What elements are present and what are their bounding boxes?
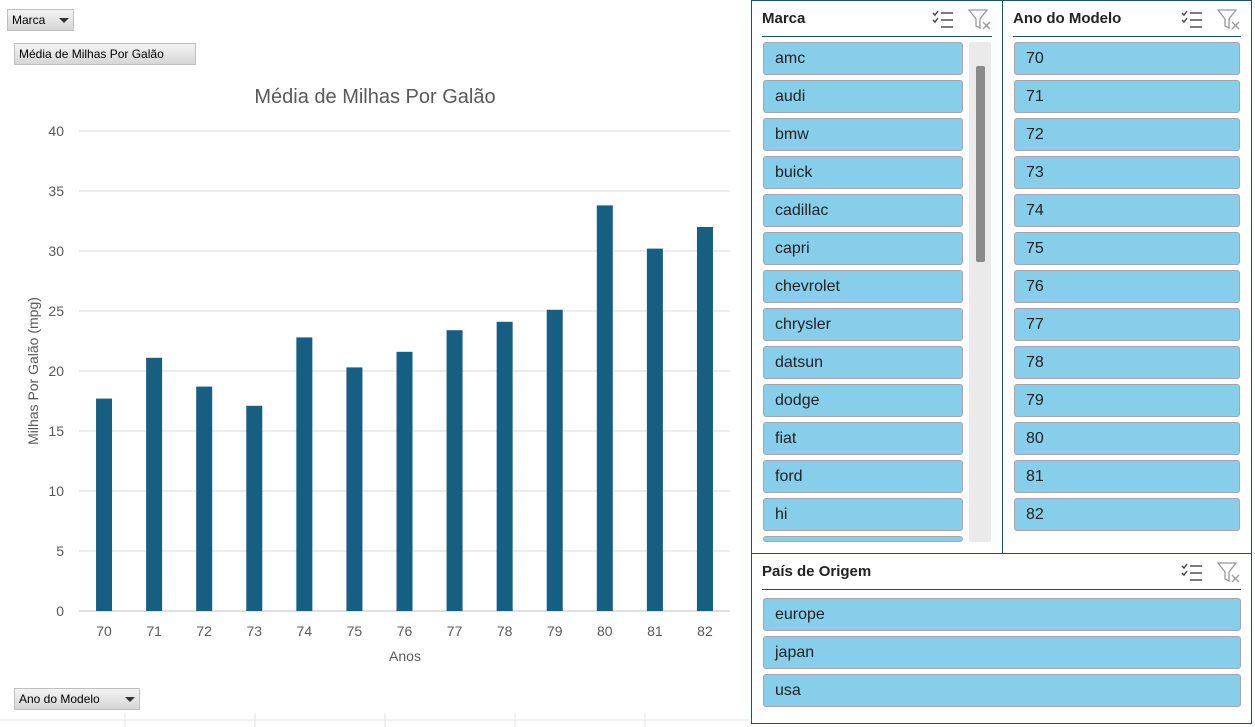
slicer-header: Marca — [762, 1, 992, 37]
slicer-item-79[interactable]: 79 — [1014, 384, 1240, 417]
slicer-item-hi[interactable]: hi — [763, 498, 963, 531]
bar-78[interactable] — [496, 321, 513, 611]
multi-select-icon[interactable] — [1181, 562, 1203, 582]
slicer-item-europe[interactable]: europe — [763, 598, 1241, 631]
chart-title: Média de Milhas Por Galão — [254, 86, 495, 108]
slicer-item-bmw[interactable]: bmw — [763, 118, 963, 151]
slicer-item-usa[interactable]: usa — [763, 674, 1241, 707]
bar-81[interactable] — [646, 248, 663, 611]
bar-76[interactable] — [396, 351, 413, 611]
x-tick-label: 73 — [246, 623, 262, 639]
slicer-item-buick[interactable]: buick — [763, 156, 963, 189]
mpg-bar-chart[interactable]: Média de Milhas Por Galão 0 5 10 15 20 25 30 35… — [0, 72, 745, 682]
value-field-button[interactable]: Média de Milhas Por Galão — [14, 43, 196, 65]
y-tick-label: 10 — [48, 483, 64, 499]
bar-73[interactable] — [246, 405, 263, 611]
x-tick-label: 76 — [397, 623, 413, 639]
slicer-item-74[interactable]: 74 — [1014, 194, 1240, 227]
clear-filter-icon[interactable] — [1217, 561, 1241, 583]
slicer-title: Ano do Modelo — [1013, 10, 1122, 27]
bar-80[interactable] — [596, 205, 613, 611]
y-tick-label: 0 — [56, 603, 64, 619]
slicer-item-82[interactable]: 82 — [1014, 498, 1240, 531]
y-tick-label: 40 — [48, 123, 64, 139]
x-tick-label: 80 — [597, 623, 613, 639]
slicer-item-fiat[interactable]: fiat — [763, 422, 963, 455]
dropdown-arrow-icon — [125, 696, 135, 702]
slicer-item-73[interactable]: 73 — [1014, 156, 1240, 189]
clear-filter-icon[interactable] — [968, 8, 992, 30]
slicer-ano-do-modelo: Ano do Modelo 70 71 72 73 74 75 76 77 78 79 80 81 82 — [1002, 0, 1252, 554]
slicer-title: País de Origem — [762, 563, 872, 580]
x-tick-label: 82 — [697, 623, 713, 639]
slicer-item-dodge[interactable]: dodge — [763, 384, 963, 417]
y-tick-label: 35 — [48, 183, 64, 199]
y-tick-label: 5 — [56, 543, 64, 559]
slicer-item-japan[interactable]: japan — [763, 636, 1241, 669]
x-tick-label: 70 — [96, 623, 112, 639]
bar-75[interactable] — [346, 367, 363, 611]
x-axis-label: Anos — [389, 648, 421, 664]
x-tick-label: 79 — [547, 623, 563, 639]
x-tick-label: 72 — [196, 623, 212, 639]
slicer-item-76[interactable]: 76 — [1014, 270, 1240, 303]
x-tick-label: 74 — [297, 623, 313, 639]
filter-field-label: Marca — [12, 13, 46, 27]
y-tick-label: 25 — [48, 303, 64, 319]
y-axis-label: Milhas Por Galão (mpg) — [25, 297, 41, 445]
y-tick-label: 20 — [48, 363, 64, 379]
x-tick-label: 81 — [647, 623, 663, 639]
slicer-item-cadillac[interactable]: cadillac — [763, 194, 963, 227]
slicer-item-amc[interactable]: amc — [763, 42, 963, 75]
slicer-item-75[interactable]: 75 — [1014, 232, 1240, 265]
slicer-item-partial[interactable] — [763, 536, 963, 542]
slicer-item-78[interactable]: 78 — [1014, 346, 1240, 379]
bar-72[interactable] — [196, 386, 213, 611]
slicer-item-77[interactable]: 77 — [1014, 308, 1240, 341]
bar-74[interactable] — [296, 337, 313, 611]
x-tick-label: 75 — [347, 623, 363, 639]
x-tick-label: 78 — [497, 623, 513, 639]
bar-79[interactable] — [546, 309, 563, 611]
value-field-label: Média de Milhas Por Galão — [19, 47, 164, 61]
dropdown-arrow-icon — [59, 17, 69, 23]
x-tick-label: 77 — [447, 623, 463, 639]
y-tick-label: 15 — [48, 423, 64, 439]
multi-select-icon[interactable] — [932, 9, 954, 29]
slicer-item-capri[interactable]: capri — [763, 232, 963, 265]
slicer-item-71[interactable]: 71 — [1014, 80, 1240, 113]
slicer-item-datsun[interactable]: datsun — [763, 346, 963, 379]
multi-select-icon[interactable] — [1181, 9, 1203, 29]
slicer-title: Marca — [762, 10, 806, 27]
slicer-item-chevrolet[interactable]: chevrolet — [763, 270, 963, 303]
slicer-item-80[interactable]: 80 — [1014, 422, 1240, 455]
filter-field-button[interactable]: Marca — [7, 9, 74, 31]
slicer-item-72[interactable]: 72 — [1014, 118, 1240, 151]
slicer-item-70[interactable]: 70 — [1014, 42, 1240, 75]
slicer-item-ford[interactable]: ford — [763, 460, 963, 493]
slicer-item-audi[interactable]: audi — [763, 80, 963, 113]
bar-70[interactable] — [96, 398, 113, 611]
axis-field-button[interactable]: Ano do Modelo — [14, 688, 140, 710]
bar-82[interactable] — [696, 227, 713, 611]
axis-field-label: Ano do Modelo — [19, 692, 100, 706]
slicer-marca: Marca amc audi bmw buick cadillac capri chevro… — [751, 0, 1003, 554]
y-tick-label: 30 — [48, 243, 64, 259]
slicer-header: País de Origem — [762, 554, 1241, 590]
slicer-header: Ano do Modelo — [1013, 1, 1241, 37]
slicer-item-chrysler[interactable]: chrysler — [763, 308, 963, 341]
bar-77[interactable] — [446, 330, 463, 611]
slicer-item-81[interactable]: 81 — [1014, 460, 1240, 493]
slicer-pais-de-origem: País de Origem europe japan usa — [751, 553, 1252, 724]
bar-71[interactable] — [146, 357, 163, 611]
clear-filter-icon[interactable] — [1217, 8, 1241, 30]
slicer-scrollbar[interactable] — [969, 42, 991, 542]
slicer-scrollbar-thumb[interactable] — [976, 66, 985, 262]
x-tick-label: 71 — [146, 623, 162, 639]
